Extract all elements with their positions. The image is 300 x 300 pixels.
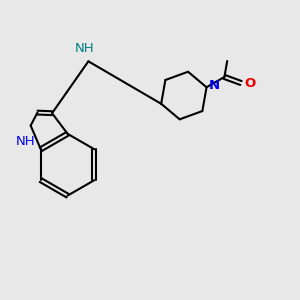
Text: N: N (209, 79, 220, 92)
Text: NH: NH (16, 135, 35, 148)
Text: NH: NH (75, 42, 95, 55)
Text: O: O (244, 76, 255, 89)
